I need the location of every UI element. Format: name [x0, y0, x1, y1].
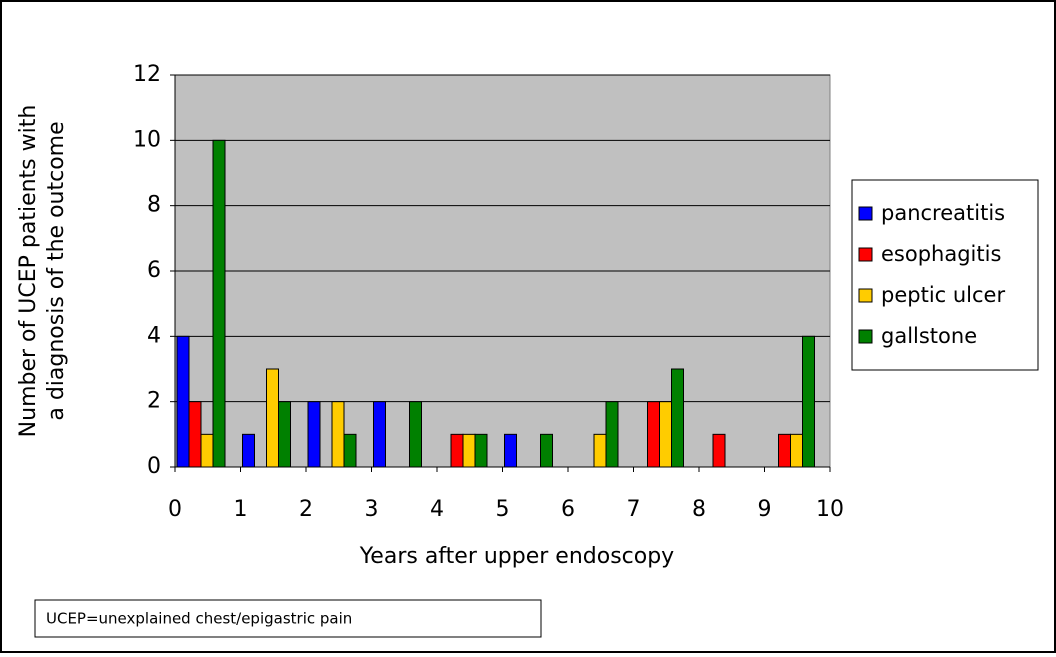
x-tick-label: 1 [234, 497, 248, 522]
note: UCEP=unexplained chest/epigastric pain [46, 610, 352, 628]
x-tick-label: 9 [758, 497, 772, 522]
bar [278, 401, 291, 468]
legend-label: peptic ulcer [881, 283, 1005, 307]
bar [462, 433, 476, 468]
y-tick-label: 10 [133, 127, 161, 152]
y-axis-label: Number of UCEP patients with a diagnosis… [16, 105, 69, 438]
legend-swatch [858, 206, 873, 221]
bar [343, 433, 357, 468]
legend-label: pancreatitis [881, 201, 1005, 225]
y-tick-label: 12 [133, 62, 161, 87]
x-tick-label: 2 [299, 497, 313, 522]
x-tick-label: 3 [365, 497, 379, 522]
x-tick-label: 10 [816, 497, 844, 522]
x-tick-label: 5 [496, 497, 510, 522]
bar [647, 401, 660, 468]
bar [188, 401, 202, 468]
bar [200, 433, 214, 468]
bar [593, 433, 607, 468]
y-tick-label: 6 [147, 258, 161, 283]
legend-swatch [858, 247, 873, 262]
bar [790, 433, 803, 468]
bar [307, 401, 321, 468]
bar [671, 368, 684, 468]
legend-swatch [858, 288, 873, 303]
note-box [34, 599, 542, 638]
y-axis-label-line: Number of UCEP patients with [16, 105, 41, 438]
bar [712, 433, 726, 468]
bar [540, 433, 553, 468]
legend-label: esophagitis [881, 242, 1001, 266]
y-tick-label: 8 [147, 193, 161, 218]
x-tick-label: 4 [430, 497, 444, 522]
y-axis-label-line: a diagnosis of the outcome [44, 121, 69, 420]
bar [778, 433, 791, 468]
x-tick-label: 0 [168, 497, 182, 522]
x-axis-label: Years after upper endoscopy [359, 544, 674, 569]
legend-swatch [858, 329, 873, 344]
bar [474, 433, 488, 468]
bar [659, 401, 672, 468]
bar [504, 433, 517, 468]
bar [266, 368, 279, 468]
y-tick-label: 2 [147, 389, 161, 414]
bar [605, 401, 619, 468]
bar [242, 433, 255, 468]
bar [802, 335, 815, 468]
y-tick-label: 4 [147, 323, 161, 348]
legend-label: gallstone [881, 324, 977, 348]
y-tick-label: 0 [147, 454, 161, 479]
bar [450, 433, 464, 468]
bar [212, 139, 226, 468]
bar [409, 401, 422, 468]
bar [176, 335, 190, 468]
x-tick-label: 8 [692, 497, 706, 522]
bar [373, 401, 386, 468]
x-tick-label: 7 [627, 497, 641, 522]
x-tick-label: 6 [561, 497, 575, 522]
bar [331, 401, 345, 468]
legend-box [851, 179, 1039, 371]
